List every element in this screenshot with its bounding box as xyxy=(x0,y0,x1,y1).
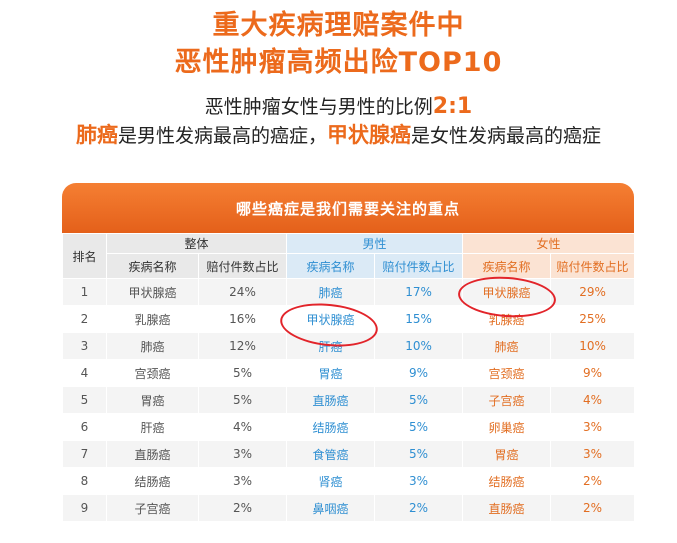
overall-ratio-cell: 3% xyxy=(197,440,288,468)
overall-ratio-cell: 24% xyxy=(197,278,288,306)
male-ratio-cell: 9% xyxy=(374,359,464,387)
ratio-text: 恶性肿瘤女性与男性的比例 xyxy=(204,96,433,118)
female-disease-cell: 肺癌 xyxy=(462,332,552,360)
female-disease-cell: 直肠癌 xyxy=(462,494,552,522)
female-disease-cell: 宫颈癌 xyxy=(462,359,552,387)
table-caption: 哪些癌症是我们需要关注的重点 xyxy=(62,183,634,233)
male-disease-cell: 鼻咽癌 xyxy=(286,494,376,522)
table-row: 6 肝癌 4% 结肠癌 5% 卵巢癌 3% xyxy=(62,413,634,441)
ranking-table: 排名 整体 男性 女性 疾病名称 赔付件数占比 疾病名称 赔付件数占比 疾病名称… xyxy=(62,233,634,522)
table-row: 4 宫颈癌 5% 胃癌 9% 宫颈癌 9% xyxy=(62,359,634,387)
rank-cell: 8 xyxy=(62,467,107,495)
male-disease-cell: 直肠癌 xyxy=(286,386,376,414)
rank-header: 排名 xyxy=(62,233,107,279)
rank-cell: 5 xyxy=(62,386,107,414)
female-disease-cell: 卵巢癌 xyxy=(462,413,552,441)
female-ratio-cell: 3% xyxy=(550,413,634,441)
male-ratio-cell: 5% xyxy=(374,440,464,468)
female-disease-cell: 甲状腺癌 xyxy=(462,278,552,306)
rank-cell: 9 xyxy=(62,494,107,522)
male-disease-cell: 肾癌 xyxy=(286,467,376,495)
male-disease-cell: 结肠癌 xyxy=(286,413,376,441)
title-line-1: 重大疾病理赔案件中 xyxy=(212,10,465,41)
rank-cell: 3 xyxy=(62,332,107,360)
table-row: 5 胃癌 5% 直肠癌 5% 子宫癌 4% xyxy=(62,386,634,414)
overall-disease-cell: 结肠癌 xyxy=(106,467,199,495)
overall-disease-header: 疾病名称 xyxy=(106,253,199,279)
group-male-header: 男性 xyxy=(286,233,464,254)
female-disease-cell: 结肠癌 xyxy=(462,467,552,495)
ratio-line: 恶性肿瘤女性与男性的比例2:1 xyxy=(0,92,677,122)
female-ratio-cell: 4% xyxy=(550,386,634,414)
overall-ratio-cell: 16% xyxy=(197,305,288,333)
female-ratio-cell: 10% xyxy=(550,332,634,360)
male-ratio-cell: 10% xyxy=(374,332,464,360)
male-ratio-cell: 5% xyxy=(374,413,464,441)
male-ratio-cell: 3% xyxy=(374,467,464,495)
female-top-cancer: 甲状腺癌 xyxy=(327,123,411,147)
group-overall-header: 整体 xyxy=(105,233,288,254)
male-disease-cell: 甲状腺癌 xyxy=(286,305,376,333)
overall-disease-cell: 甲状腺癌 xyxy=(106,278,199,306)
overall-ratio-cell: 5% xyxy=(197,386,288,414)
female-ratio-header: 赔付件数占比 xyxy=(550,253,634,279)
female-disease-cell: 胃癌 xyxy=(462,440,552,468)
male-disease-cell: 肝癌 xyxy=(286,332,376,360)
title-line-2: 恶性肿瘤高频出险TOP10 xyxy=(174,47,503,78)
female-ratio-cell: 2% xyxy=(550,494,634,522)
male-ratio-header: 赔付件数占比 xyxy=(374,253,464,279)
overall-disease-cell: 直肠癌 xyxy=(106,440,199,468)
overall-disease-cell: 子宫癌 xyxy=(106,494,199,522)
overall-ratio-cell: 3% xyxy=(197,467,288,495)
table-row: 9 子宫癌 2% 鼻咽癌 2% 直肠癌 2% xyxy=(62,494,634,522)
female-top-text: 是女性发病最高的癌症 xyxy=(411,125,602,147)
male-disease-header: 疾病名称 xyxy=(286,253,376,279)
overall-disease-cell: 宫颈癌 xyxy=(106,359,199,387)
top-cancer-line: 肺癌是男性发病最高的癌症，甲状腺癌是女性发病最高的癌症 xyxy=(0,120,677,151)
male-disease-cell: 胃癌 xyxy=(286,359,376,387)
female-ratio-cell: 3% xyxy=(550,440,634,468)
overall-ratio-cell: 5% xyxy=(197,359,288,387)
female-ratio-cell: 9% xyxy=(550,359,634,387)
female-ratio-cell: 25% xyxy=(550,305,634,333)
male-ratio-cell: 2% xyxy=(374,494,464,522)
ratio-value: 2:1 xyxy=(432,94,473,119)
table-row: 7 直肠癌 3% 食管癌 5% 胃癌 3% xyxy=(62,440,634,468)
male-top-cancer: 肺癌 xyxy=(75,123,118,147)
rank-cell: 6 xyxy=(62,413,107,441)
rank-cell: 2 xyxy=(62,305,107,333)
table-row: 3 肺癌 12% 肝癌 10% 肺癌 10% xyxy=(62,332,634,360)
overall-disease-cell: 肺癌 xyxy=(106,332,199,360)
female-disease-header: 疾病名称 xyxy=(462,253,552,279)
male-ratio-cell: 15% xyxy=(374,305,464,333)
female-disease-cell: 乳腺癌 xyxy=(462,305,552,333)
overall-disease-cell: 乳腺癌 xyxy=(106,305,199,333)
male-ratio-cell: 17% xyxy=(374,278,464,306)
overall-ratio-cell: 12% xyxy=(197,332,288,360)
male-disease-cell: 肺癌 xyxy=(286,278,376,306)
ranking-card: 哪些癌症是我们需要关注的重点 排名 整体 男性 女性 疾病名称 赔付件数占比 疾… xyxy=(62,183,634,543)
rank-cell: 4 xyxy=(62,359,107,387)
male-ratio-cell: 5% xyxy=(374,386,464,414)
table-row: 1 甲状腺癌 24% 肺癌 17% 甲状腺癌 29% xyxy=(62,278,634,306)
overall-disease-cell: 胃癌 xyxy=(106,386,199,414)
female-disease-cell: 子宫癌 xyxy=(462,386,552,414)
female-ratio-cell: 2% xyxy=(550,467,634,495)
group-female-header: 女性 xyxy=(462,233,634,254)
male-disease-cell: 食管癌 xyxy=(286,440,376,468)
rank-cell: 1 xyxy=(62,278,107,306)
overall-ratio-cell: 2% xyxy=(197,494,288,522)
table-row: 2 乳腺癌 16% 甲状腺癌 15% 乳腺癌 25% xyxy=(62,305,634,333)
female-ratio-cell: 29% xyxy=(550,278,634,306)
overall-ratio-header: 赔付件数占比 xyxy=(197,253,288,279)
rank-cell: 7 xyxy=(62,440,107,468)
table-row: 8 结肠癌 3% 肾癌 3% 结肠癌 2% xyxy=(62,467,634,495)
table-body: 1 甲状腺癌 24% 肺癌 17% 甲状腺癌 29% 2 乳腺癌 16% 甲状腺癌 15% 乳腺癌 25%… xyxy=(62,278,634,522)
overall-disease-cell: 肝癌 xyxy=(106,413,199,441)
male-top-text: 是男性发病最高的癌症， xyxy=(117,125,327,147)
overall-ratio-cell: 4% xyxy=(197,413,288,441)
